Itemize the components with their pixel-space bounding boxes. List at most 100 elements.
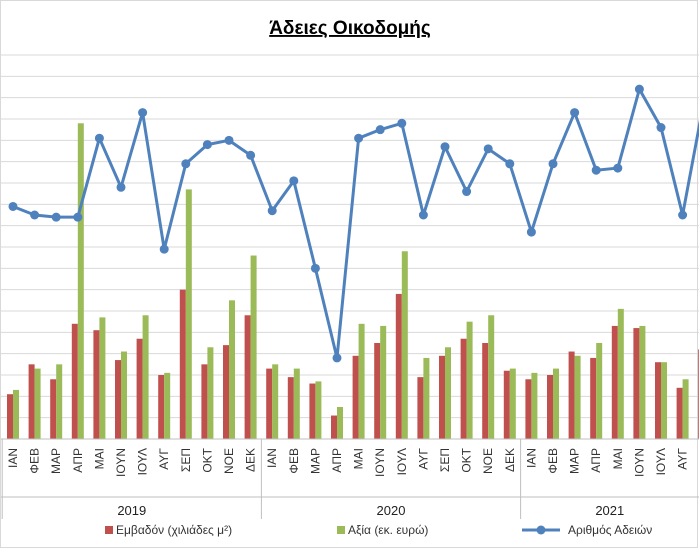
month-label: ΙΟΥΝ (114, 448, 128, 477)
area-bar (287, 377, 294, 439)
area-bar (71, 323, 78, 439)
permits-point (94, 133, 104, 143)
legend-marker-permits (536, 525, 546, 535)
area-bar (201, 364, 208, 439)
month-label: ΣΕΠ (438, 448, 452, 472)
value-bar (56, 364, 63, 439)
month-label: ΙΟΥΛ (136, 448, 150, 475)
permits-point (332, 353, 342, 363)
area-bar (568, 351, 575, 439)
area-bar (223, 345, 229, 439)
permits-point (138, 108, 148, 118)
year-label: 2019 (117, 503, 146, 518)
month-label: ΑΠΡ (71, 448, 85, 473)
permits-point (613, 163, 623, 173)
value-bar (164, 372, 171, 439)
area-bar (309, 383, 316, 439)
month-label: ΜΑΙ (611, 448, 625, 469)
area-bar (611, 325, 618, 439)
bar-series (7, 123, 699, 440)
area-bar (417, 377, 424, 439)
area-bar (503, 370, 510, 439)
legend-swatch-area (105, 526, 113, 534)
month-label: ΦΕΒ (287, 448, 301, 474)
permits-point (116, 182, 126, 192)
month-label: ΝΟΕ (481, 448, 495, 474)
month-label: ΜΑΡ (49, 448, 63, 474)
permits-point (656, 123, 666, 133)
permits-point (440, 142, 450, 152)
permits-point (397, 118, 407, 128)
month-label: ΟΚΤ (200, 447, 214, 472)
permits-point (51, 212, 61, 222)
permits-point (354, 133, 364, 143)
value-bar (34, 368, 41, 439)
area-bar (115, 360, 121, 439)
area-bar (676, 387, 683, 439)
area-bar (395, 293, 402, 439)
permits-point (246, 150, 256, 160)
month-label: ΦΕΒ (28, 448, 42, 474)
permits-point (267, 206, 277, 216)
year-groups: 2019 2020 2021 (1, 439, 624, 519)
month-label: ΙΑΝ (265, 448, 279, 468)
value-bar (185, 189, 192, 439)
area-bar (244, 315, 251, 439)
month-label: ΣΕΠ (179, 448, 193, 472)
value-bar (531, 372, 538, 439)
permits-point (548, 159, 558, 169)
area-bar (655, 362, 661, 439)
legend-label-area: Εμβαδόν (χιλιάδες μ²) (116, 523, 232, 537)
year-label: 2020 (377, 503, 406, 518)
value-bar (272, 364, 279, 439)
area-bar (590, 357, 597, 439)
month-label: ΦΕΒ (546, 448, 560, 474)
month-label: ΑΥΓ (676, 448, 690, 470)
month-label: ΙΟΥΝ (373, 448, 387, 477)
value-bar (142, 315, 149, 439)
permits-point (526, 227, 536, 237)
value-bar (401, 251, 408, 439)
area-bar (7, 394, 13, 439)
value-bar (509, 368, 516, 439)
permits-point (570, 108, 580, 118)
permits-point (73, 212, 83, 222)
month-label: ΔΕΚ (503, 448, 517, 472)
area-bar (547, 375, 553, 439)
x-axis: ΙΑΝ ΦΕΒ ΜΑΡ ΑΠΡ ΜΑΙ ΙΟΥΝ ΙΟΥΛ ΑΥΓ ΣΕΠ ΟΚΤ ΝΟΕ ΔΕΚ ΙΑ… (1, 438, 699, 498)
area-bar (179, 289, 186, 439)
permits-point (8, 201, 18, 211)
month-label: ΜΑΡ (308, 448, 322, 474)
month-label: ΑΥΓ (157, 448, 171, 470)
month-label: ΙΟΥΛ (395, 448, 409, 475)
value-bar (250, 255, 257, 439)
permits-point (159, 244, 169, 254)
legend: Εμβαδόν (χιλιάδες μ²) Αξία (εκ. ευρώ) Αριθ… (105, 523, 652, 537)
permits-line (12, 87, 699, 360)
area-bar (93, 330, 100, 439)
value-bar (596, 343, 603, 439)
gridlines (1, 54, 699, 440)
permits-point (30, 210, 40, 220)
value-bar (661, 362, 667, 439)
value-bar (445, 347, 451, 439)
value-bar (553, 368, 559, 439)
permits-point (462, 187, 472, 197)
area-bar (633, 328, 640, 439)
value-bar (682, 379, 689, 439)
area-bar (158, 375, 165, 439)
permits-point (289, 176, 299, 186)
month-label: ΙΟΥΛ (654, 448, 668, 475)
area-bar (266, 368, 273, 439)
year-label: 2021 (595, 503, 624, 518)
value-bar (466, 321, 473, 439)
month-label: ΟΚΤ (460, 447, 474, 472)
value-bar (617, 308, 624, 439)
month-label: ΜΑΙ (92, 448, 106, 469)
month-label: ΜΑΙ (352, 448, 366, 469)
permits-point (310, 263, 320, 273)
chart-title: Άδειες Οικοδομής (269, 18, 431, 39)
permits-point (202, 140, 212, 150)
